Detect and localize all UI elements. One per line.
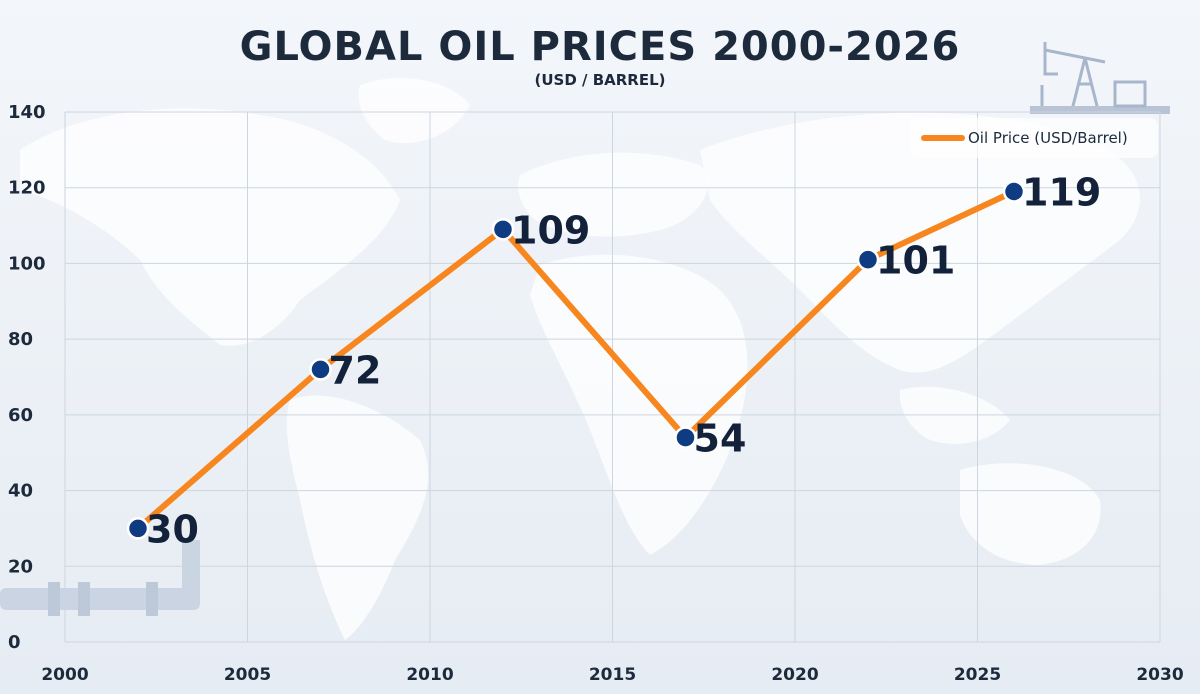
y-tick-label: 80 [8,329,33,350]
data-label: 72 [329,348,382,392]
x-tick-label: 2020 [771,665,818,685]
oil-pumpjack-icon [1030,42,1170,114]
grid-lines [64,111,1161,643]
x-tick-label: 2000 [41,665,88,685]
x-tick-label: 2010 [406,665,453,685]
data-point [491,218,515,241]
y-tick-label: 20 [8,556,33,577]
data-point [126,517,150,540]
series-line [135,188,1017,532]
data-label: 30 [146,507,199,551]
y-axis-ticks: 0 20 40 60 80 100 120 140 [8,102,46,653]
data-point [309,358,332,381]
y-tick-label: 120 [8,178,46,199]
data-label: 54 [694,417,747,461]
y-tick-label: 140 [8,102,46,123]
y-tick-label: 60 [8,405,33,426]
chart-title: GLOBAL OIL PRICES 2000-2026 [240,24,961,70]
data-point [674,426,697,449]
series-oil-price: 30 72 109 54 101 119 [126,171,1101,551]
x-axis-ticks: 2000 2005 2010 2015 2020 2025 2030 [41,665,1183,685]
x-tick-label: 2030 [1136,665,1183,685]
y-tick-label: 0 [8,632,21,653]
x-tick-label: 2005 [224,665,271,685]
y-tick-label: 100 [8,253,46,274]
y-tick-label: 40 [8,481,33,502]
data-point [856,248,880,271]
chart-subtitle: (USD / BARREL) [534,71,665,89]
legend-label: Oil Price (USD/Barrel) [968,129,1128,147]
data-label: 101 [876,239,955,283]
legend: Oil Price (USD/Barrel) [910,118,1158,158]
world-map-background [20,77,1140,640]
pipeline-icon [0,540,200,616]
x-tick-label: 2015 [589,665,636,685]
data-label: 109 [511,208,590,252]
data-point [1002,180,1026,203]
x-tick-label: 2025 [954,665,1001,685]
data-label: 119 [1022,171,1101,215]
